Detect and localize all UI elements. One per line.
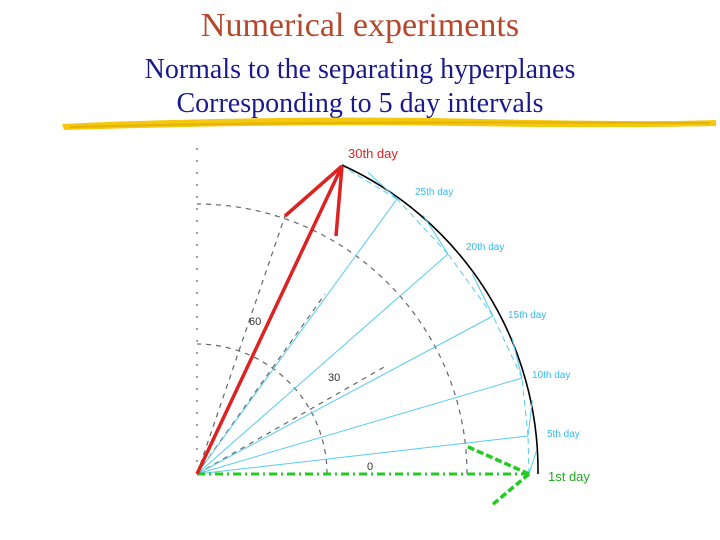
- tip-connecting-chord: [492, 315, 523, 379]
- ring-label-30: 30: [328, 372, 340, 384]
- tip-connecting-chord: [341, 165, 398, 200]
- grid-ring-inner: [196, 343, 328, 475]
- thirtieth-day-vector: [195, 165, 344, 475]
- intermediate-normal-vector: [196, 377, 523, 475]
- chord-arrow-head: [472, 273, 494, 317]
- slide-subtitle-line2: Corresponding to 5 day intervals: [176, 88, 544, 119]
- tip-connecting-chord: [447, 253, 494, 317]
- ring-label-60: 60: [249, 316, 261, 328]
- intermediate-normal-vector: [196, 198, 398, 475]
- slide-subtitle-line1: Normals to the separating hyperplanes: [144, 54, 576, 85]
- tip-connecting-chord: [396, 198, 449, 255]
- day-label-1st: 1st day: [548, 469, 590, 484]
- thirtieth-day-arrow-head-right: [334, 165, 344, 237]
- intermediate-normal-vector: [196, 315, 494, 475]
- chord-arrow-head: [527, 400, 533, 437]
- day-label-5th: 5th day: [547, 429, 580, 440]
- day-labels: 30th day 25th day 20th day 15th day 10th…: [348, 146, 590, 484]
- title-underline-stroke: [62, 117, 716, 130]
- day-label-15th: 15th day: [508, 310, 546, 321]
- first-day-arrow-head-upper: [465, 444, 530, 476]
- grid-radial-line: [196, 209, 288, 475]
- ring-label-0: 0: [367, 461, 373, 473]
- chord-arrow-head: [367, 171, 398, 200]
- day-label-10th: 10th day: [532, 370, 570, 381]
- slide-title: Numerical experiments: [200, 7, 520, 44]
- grid-ring-middle: [196, 203, 468, 475]
- tip-connecting-chord: [527, 435, 530, 475]
- thirtieth-day-arrow-head-left: [283, 164, 344, 218]
- day-label-25th: 25th day: [415, 187, 453, 198]
- first-day-normal: [197, 444, 531, 507]
- chord-arrow-head: [528, 450, 537, 475]
- grid-radial-line: [196, 293, 326, 475]
- thirtieth-day-normal: [195, 164, 344, 475]
- day-label-20th: 20th day: [466, 242, 504, 253]
- day-label-30th: 30th day: [348, 146, 398, 161]
- ring-labels: 60 30 0: [249, 316, 373, 473]
- intermediate-normal-vector: [196, 253, 449, 475]
- intermediate-normals: [196, 165, 537, 475]
- first-day-arrow-head-lower: [490, 472, 531, 507]
- grid-radial-line: [196, 365, 387, 475]
- chord-arrow-head: [511, 337, 523, 379]
- intermediate-normal-vector: [196, 435, 529, 475]
- chord-arrow-head: [422, 215, 449, 255]
